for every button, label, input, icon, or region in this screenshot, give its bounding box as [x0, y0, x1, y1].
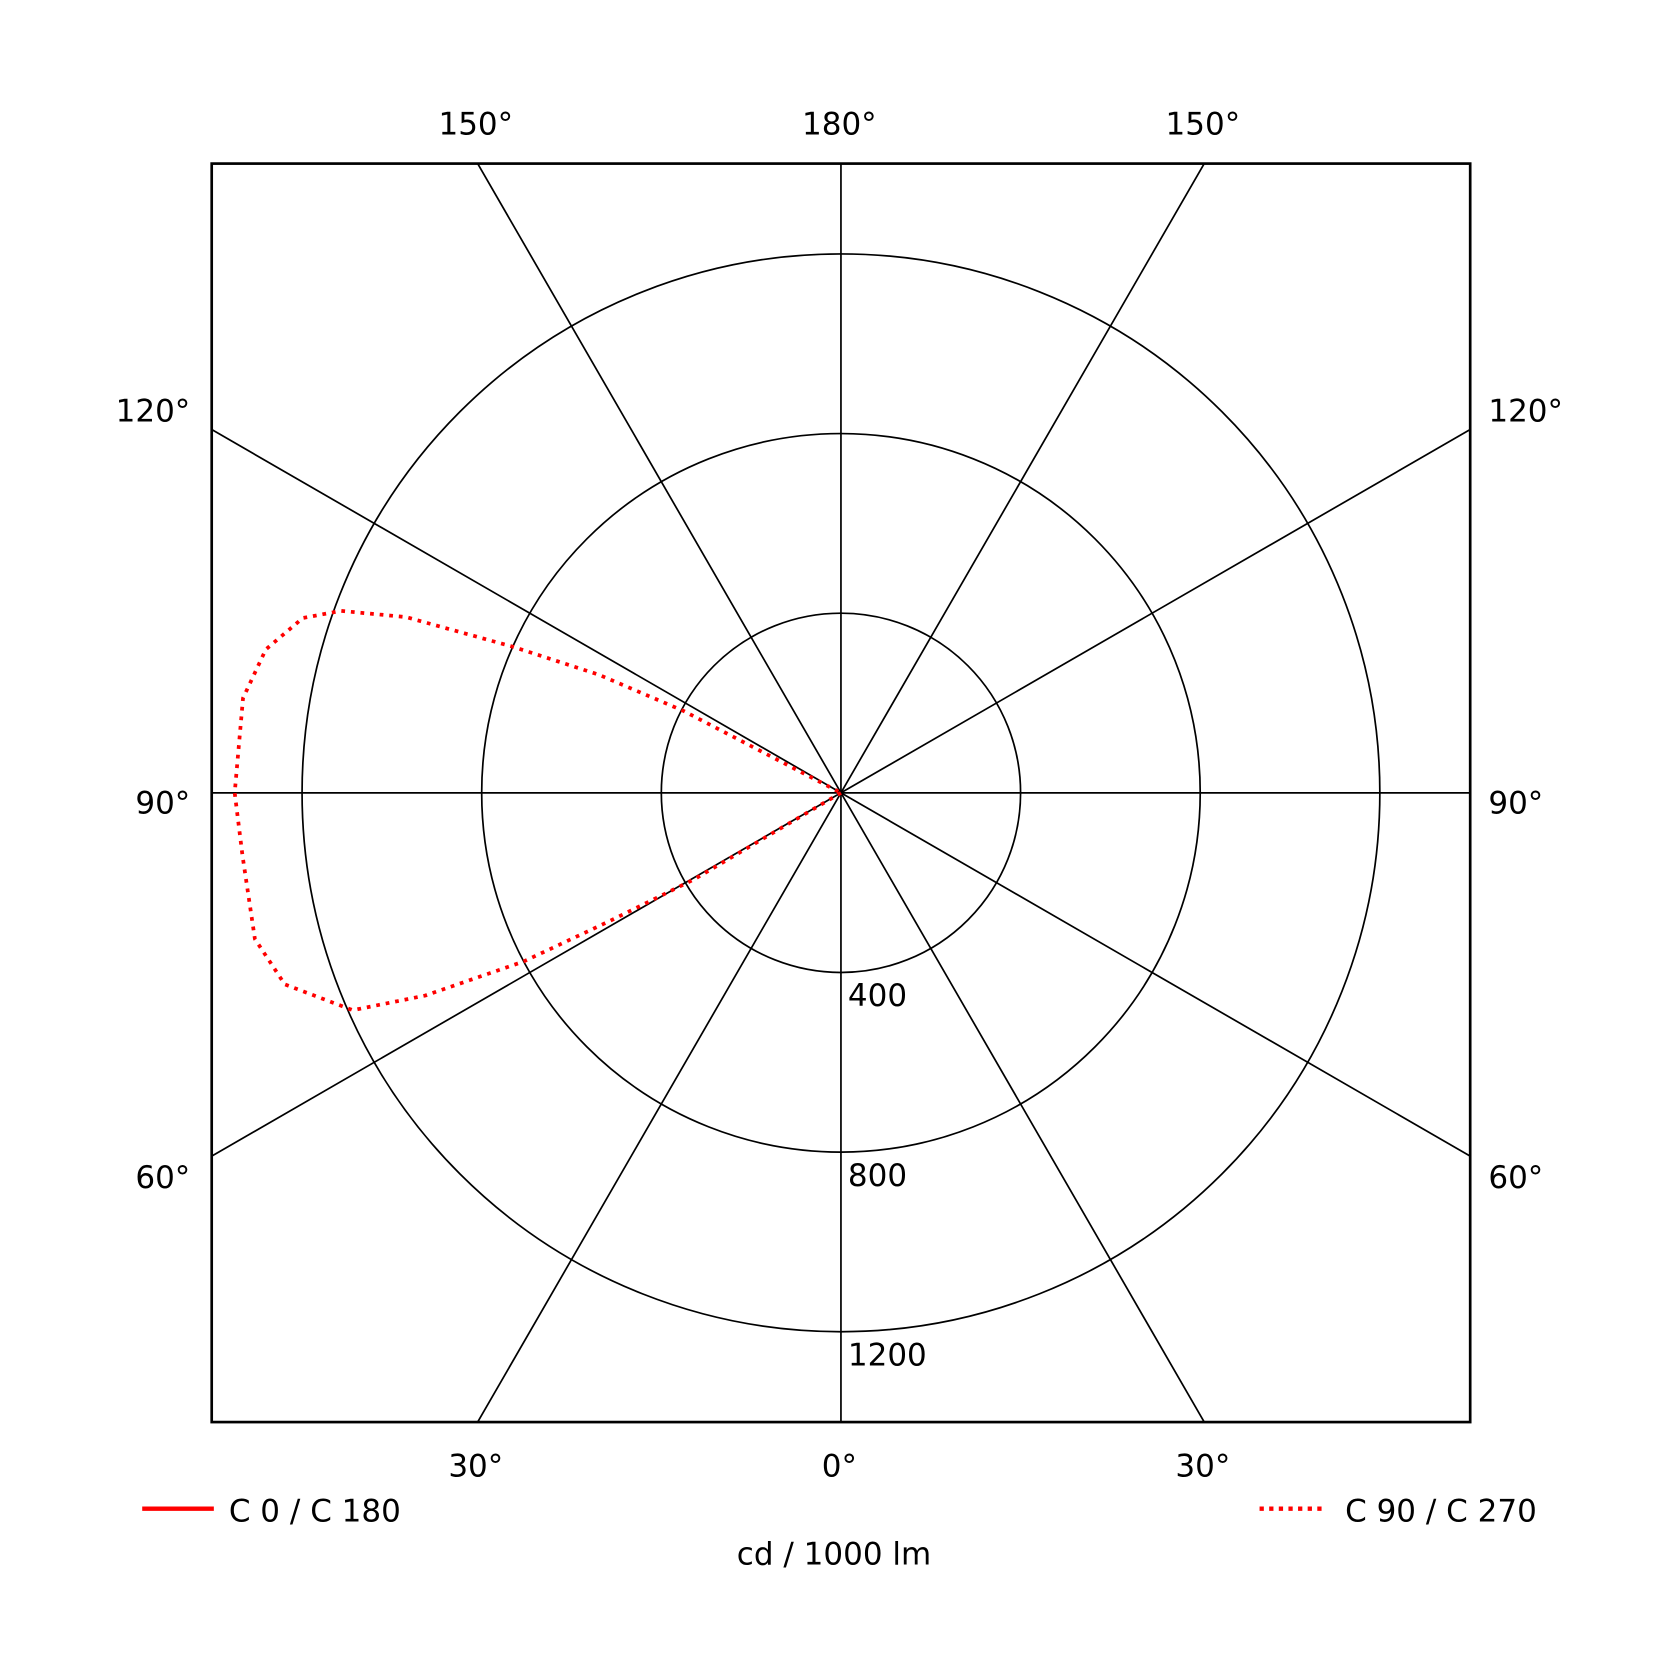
unit-label: cd / 1000 lm — [737, 1536, 931, 1572]
legend-label-c90-c270: C 90 / C 270 — [1345, 1494, 1537, 1530]
angle-label-bottom-right: 30° — [1175, 1449, 1230, 1485]
angle-label-top-right: 150° — [1166, 107, 1241, 143]
angle-label-bottom-left: 30° — [448, 1449, 503, 1485]
curves — [232, 608, 842, 1013]
radial-tick-400: 400 — [848, 978, 907, 1014]
plot-frame — [210, 162, 1472, 1424]
angle-label-top-left: 150° — [438, 107, 513, 143]
angle-label-left-90: 90° — [135, 786, 190, 822]
radial-tick-800: 800 — [848, 1158, 907, 1194]
legend-label-c0-c180: C 0 / C 180 — [229, 1494, 401, 1530]
angle-label-bottom-center: 0° — [822, 1449, 857, 1485]
radial-tick-1200: 1200 — [848, 1337, 927, 1373]
angle-label-right-90: 90° — [1488, 786, 1543, 822]
angle-label-right-120: 120° — [1488, 393, 1563, 429]
angle-label-right-60: 60° — [1488, 1160, 1543, 1196]
angle-label-left-120: 120° — [116, 393, 191, 429]
angle-label-left-60: 60° — [135, 1160, 190, 1196]
series-curve-c90-c270 — [232, 608, 842, 1013]
angle-label-top-center: 180° — [802, 107, 877, 143]
